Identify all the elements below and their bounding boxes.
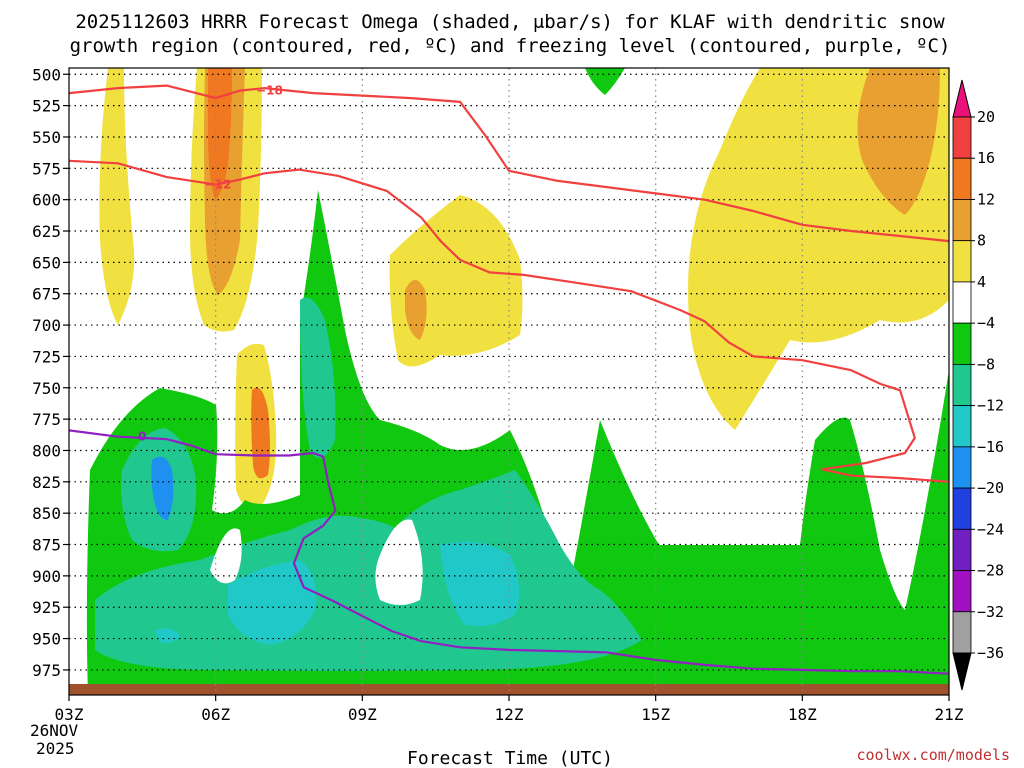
- colorbar-band: [952, 446, 972, 489]
- colorbar-band: [952, 528, 972, 571]
- y-tick-label: 675: [32, 285, 61, 304]
- contour-label--18: −18: [256, 84, 283, 98]
- x-tick-label: 15Z: [641, 705, 670, 724]
- colorbar-band: [952, 363, 972, 407]
- colorbar: 20 16 12 8 4 −4 −8 −12 −16 −20 −24 −28 −32 −36: [952, 79, 1004, 691]
- x-tick-label: 06Z: [201, 705, 230, 724]
- contour-line--12: [69, 159, 949, 483]
- y-tick-label: 875: [32, 536, 61, 555]
- colorbar-label: −36: [977, 644, 1004, 662]
- colorbar-label: −20: [977, 479, 1004, 497]
- omega-region-neutral: [375, 519, 423, 605]
- colorbar-bottom-arrow: [952, 652, 972, 691]
- x-tick-label: 18Z: [788, 705, 817, 724]
- colorbar-label: 16: [977, 149, 995, 167]
- y-tick-label: 825: [32, 473, 61, 492]
- omega-region-negative: [228, 560, 316, 645]
- contour-line-0: [69, 429, 949, 675]
- y-tick-label: 800: [32, 441, 61, 460]
- colorbar-band: [952, 322, 972, 365]
- colorbar-label: −28: [977, 562, 1004, 580]
- y-tick-label: 750: [32, 379, 61, 398]
- omega-region-positive: [857, 68, 940, 215]
- colorbar-label: 20: [977, 108, 995, 126]
- y-tick-label: 650: [32, 253, 61, 272]
- colorbar-label: −4: [977, 314, 995, 332]
- y-tick-label: 500: [32, 65, 61, 84]
- colorbar-band: [952, 281, 972, 324]
- y-tick-label: 525: [32, 97, 61, 116]
- chart-title-line1: 2025112603 HRRR Forecast Omega (shaded, …: [75, 11, 945, 33]
- y-tick-label: 900: [32, 567, 61, 586]
- omega-region-negative: [585, 68, 625, 95]
- date-sub-year: 2025: [36, 739, 75, 758]
- colorbar-label: −24: [977, 520, 1004, 538]
- omega-region-positive: [99, 68, 135, 325]
- y-tick-label: 625: [32, 222, 61, 241]
- x-axis: 03Z 06Z 09Z 12Z 15Z 18Z 21Z: [55, 695, 964, 724]
- colorbar-label: −8: [977, 355, 995, 373]
- colorbar-band: [952, 116, 972, 159]
- colorbar-label: −32: [977, 603, 1004, 621]
- omega-region-negative: [151, 456, 174, 520]
- grid-lines: [69, 68, 949, 695]
- x-tick-label: 09Z: [348, 705, 377, 724]
- y-tick-label: 600: [32, 191, 61, 210]
- y-tick-label: 550: [32, 128, 61, 147]
- colorbar-label: −16: [977, 438, 1004, 456]
- credit-text: coolwx.com/models: [856, 746, 1010, 764]
- contour-label--12: −12: [205, 178, 232, 192]
- y-axis: 500 525 550 575 600 625 650 675 700 725 750 775 800 8…: [32, 65, 69, 680]
- contour-label-0: 0: [138, 430, 146, 444]
- colorbar-band: [952, 570, 972, 613]
- colorbar-band: [952, 611, 972, 654]
- colorbar-label: 4: [977, 273, 986, 291]
- colorbar-label: −12: [977, 397, 1004, 415]
- colorbar-band: [952, 157, 972, 200]
- colorbar-band: [952, 240, 972, 283]
- colorbar-top-arrow: [952, 79, 972, 118]
- y-tick-label: 725: [32, 347, 61, 366]
- colorbar-band: [952, 405, 972, 448]
- y-tick-label: 925: [32, 598, 61, 617]
- chart-title-line2: growth region (contoured, red, ºC) and f…: [70, 35, 951, 57]
- y-tick-label: 950: [32, 630, 61, 649]
- omega-region-negative: [300, 297, 336, 458]
- contour-lines: [69, 84, 949, 675]
- x-axis-label: Forecast Time (UTC): [407, 748, 613, 768]
- colorbar-band: [952, 199, 972, 242]
- omega-region-positive: [208, 68, 232, 200]
- contour-labels: −18 −12 0: [138, 84, 283, 444]
- y-tick-label: 975: [32, 661, 61, 680]
- date-sub-day: 26NOV: [30, 721, 79, 740]
- contour-line--18: [69, 84, 949, 243]
- colorbar-label: 8: [977, 232, 986, 250]
- y-tick-label: 575: [32, 159, 61, 178]
- y-tick-label: 850: [32, 504, 61, 523]
- y-tick-label: 775: [32, 410, 61, 429]
- x-tick-label: 03Z: [55, 705, 84, 724]
- omega-region-negative: [440, 541, 519, 627]
- colorbar-band: [952, 487, 972, 530]
- x-tick-label: 12Z: [495, 705, 524, 724]
- omega-region-neutral: [210, 528, 242, 584]
- y-tick-label: 700: [32, 316, 61, 335]
- x-tick-label: 21Z: [935, 705, 964, 724]
- colorbar-label: 12: [977, 190, 995, 208]
